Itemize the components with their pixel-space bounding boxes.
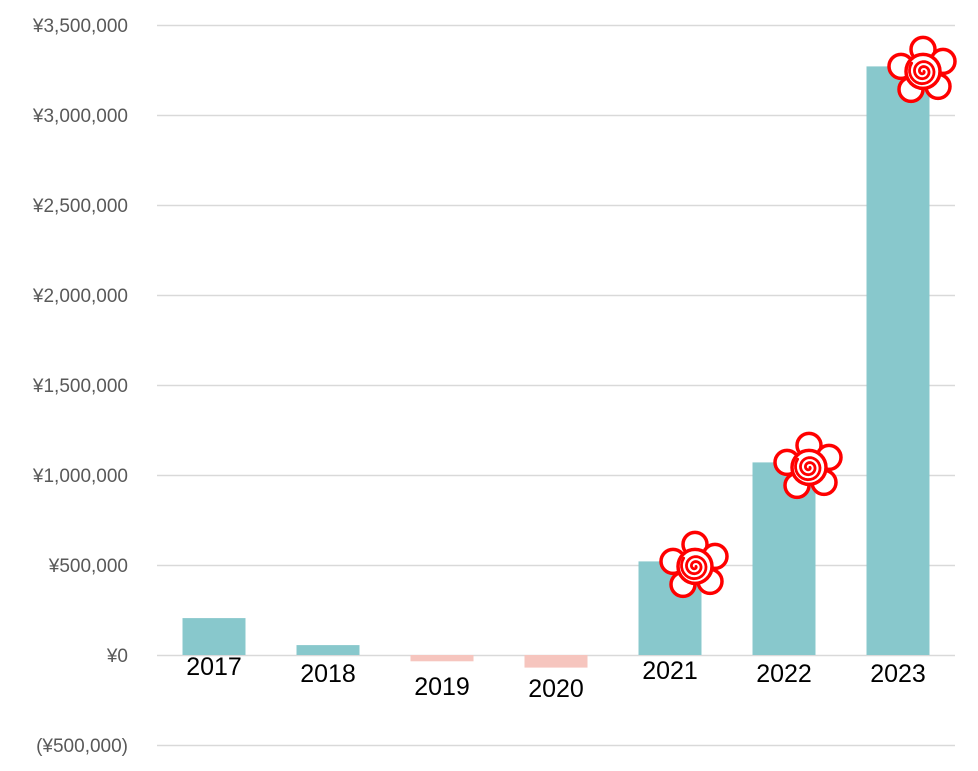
bar-2018: [296, 645, 360, 655]
category-label-2018: 2018: [300, 660, 356, 688]
category-label-2017: 2017: [186, 653, 242, 681]
y-tick-label: (¥500,000): [36, 736, 128, 757]
category-label-2020: 2020: [528, 675, 584, 703]
category-label-2023: 2023: [870, 660, 926, 688]
y-tick-label: ¥500,000: [48, 556, 128, 577]
bar-2019: [410, 655, 474, 662]
y-tick-label: ¥2,000,000: [32, 286, 128, 307]
y-tick-label: ¥3,500,000: [32, 16, 128, 37]
category-label-2021: 2021: [642, 657, 698, 685]
y-tick-label: ¥1,000,000: [32, 466, 128, 487]
gridlines: [157, 24, 955, 747]
stamps: [659, 35, 957, 599]
hanamaru-flower-stamp-icon: [887, 35, 957, 104]
y-axis-tick-labels: (¥500,000) ¥0 ¥500,000 ¥1,000,000 ¥1,500,000…: [32, 16, 128, 757]
y-tick-label: ¥1,500,000: [32, 376, 128, 397]
category-label-2022: 2022: [756, 660, 812, 688]
bar-2017: [182, 618, 246, 655]
category-labels: 2017 2018 2019 2020 2021 2022 2023: [186, 653, 926, 703]
hanamaru-flower-stamp-icon: [773, 431, 843, 500]
category-label-2019: 2019: [414, 673, 470, 701]
bar-2023: [866, 66, 930, 655]
hanamaru-flower-stamp-icon: [659, 530, 729, 599]
y-tick-label: ¥3,000,000: [32, 106, 128, 127]
y-tick-label: ¥0: [106, 646, 128, 667]
bars: [182, 66, 930, 668]
y-tick-label: ¥2,500,000: [32, 196, 128, 217]
bar-2020: [524, 655, 588, 668]
